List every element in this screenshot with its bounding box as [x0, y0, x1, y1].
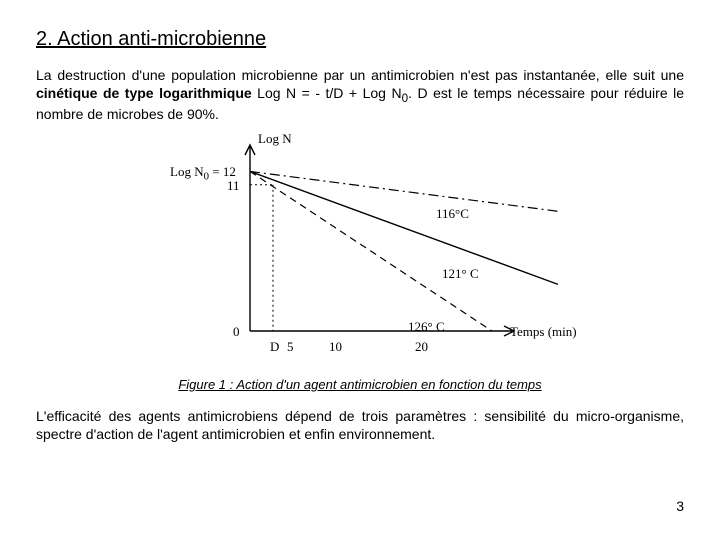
para1-c: Log N = - t/D + Log N — [252, 85, 402, 101]
paragraph-1: La destruction d'une population microbie… — [36, 67, 684, 123]
series-116 — [250, 172, 558, 212]
chart-svg — [130, 131, 590, 371]
chart-container: Log N Log N0 = 12 11 0 D 5 10 20 116°C 1… — [130, 131, 590, 371]
para1-a: La destruction d'une population microbie… — [36, 67, 684, 83]
series-126 — [250, 172, 492, 332]
section-heading: 2. Action anti-microbienne — [36, 28, 684, 51]
page-number: 3 — [676, 498, 684, 514]
paragraph-2: L'efficacité des agents antimicrobiens d… — [36, 408, 684, 443]
series-121 — [250, 172, 558, 285]
figure-caption: Figure 1 : Action d'un agent antimicrobi… — [36, 377, 684, 392]
para1-bold: cinétique de type logarithmique — [36, 85, 252, 101]
kinetics-chart: Log N Log N0 = 12 11 0 D 5 10 20 116°C 1… — [130, 131, 590, 371]
